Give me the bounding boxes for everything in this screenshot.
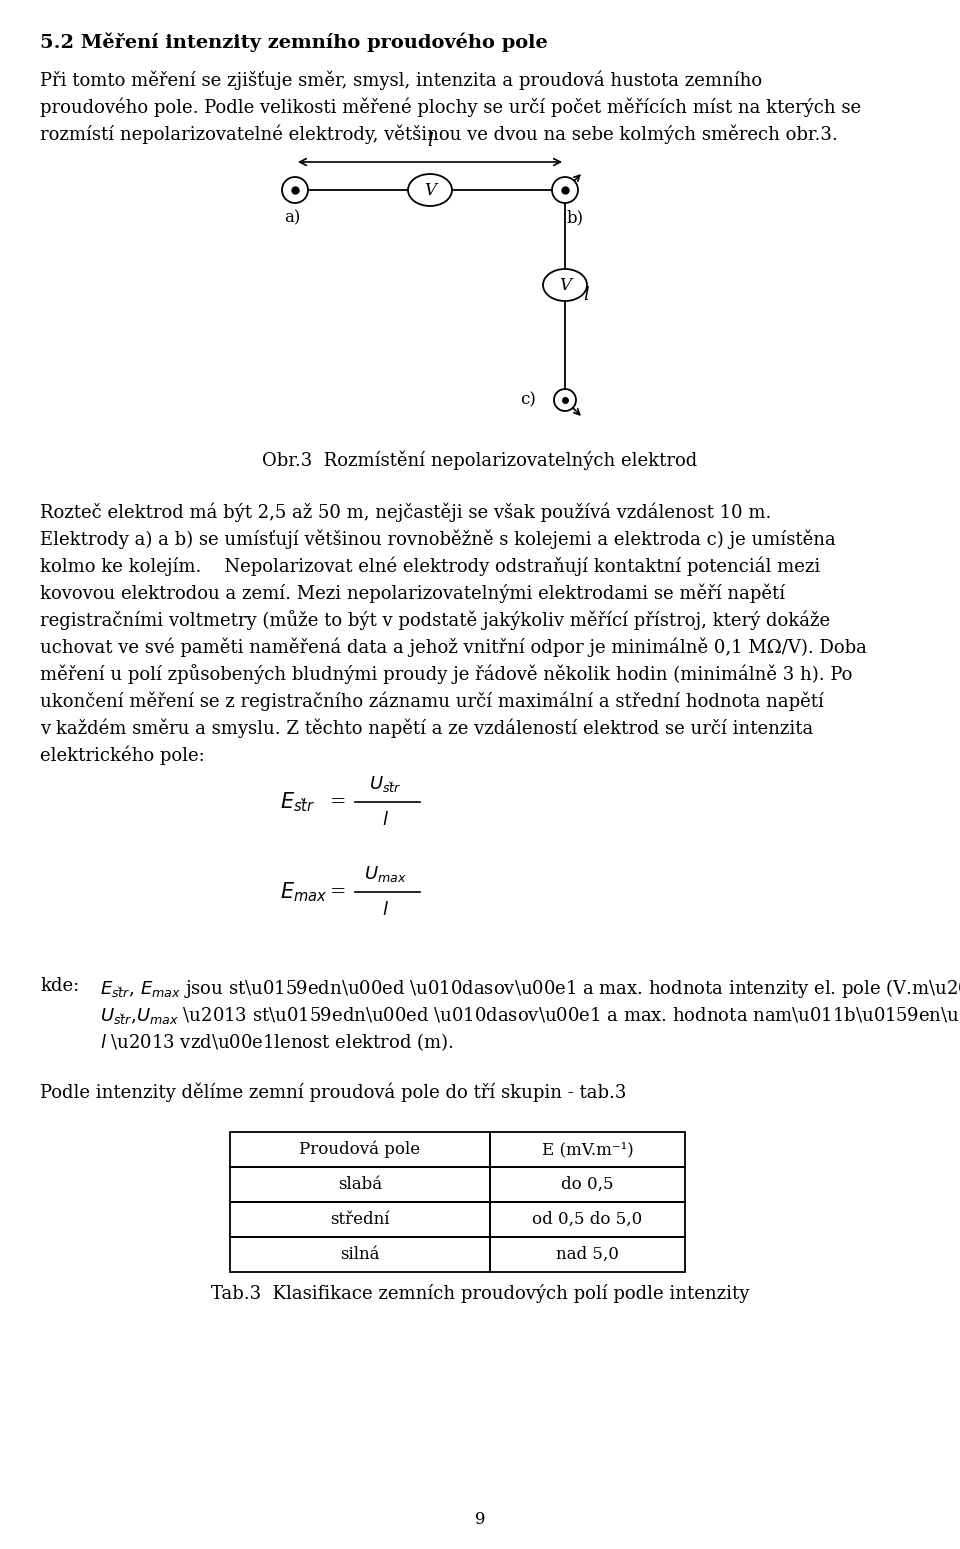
Text: Podle intenzity dělíme zemní proudová pole do tří skupin - tab.3: Podle intenzity dělíme zemní proudová po…: [40, 1083, 626, 1101]
Text: =: =: [330, 883, 347, 902]
Text: uchovat ve své paměti naměřená data a jehož vnitřní odpor je minimálně 0,1 MΩ/V): uchovat ve své paměti naměřená data a je…: [40, 637, 867, 657]
Text: =: =: [330, 793, 347, 812]
Text: do 0,5: do 0,5: [562, 1176, 613, 1193]
Bar: [490, 1132, 685, 1166]
Text: proudového pole. Podle velikosti měřené plochy se určí počet měřících míst na kt: proudového pole. Podle velikosti měřené …: [40, 98, 861, 116]
Text: kovovou elektrodou a zemí. Mezi nepolarizovatelnými elektrodami se měří napětí: kovovou elektrodou a zemí. Mezi nepolari…: [40, 582, 785, 603]
Text: Tab.3  Klasifikace zemních proudových polí podle intenzity: Tab.3 Klasifikace zemních proudových pol…: [211, 1284, 749, 1303]
Text: Proudová pole: Proudová pole: [300, 1140, 420, 1159]
Text: 9: 9: [475, 1510, 485, 1527]
Text: $U_{max}$: $U_{max}$: [364, 864, 406, 884]
Text: kde:: kde:: [40, 977, 80, 994]
Text: silná: silná: [340, 1245, 380, 1262]
Text: $U_{st\check{r}}$: $U_{st\check{r}}$: [369, 774, 401, 795]
Circle shape: [552, 177, 578, 203]
Text: nad 5,0: nad 5,0: [556, 1245, 619, 1262]
Text: $E_{max}$: $E_{max}$: [280, 880, 327, 903]
Text: Obr.3  Rozmístění nepolarizovatelných elektrod: Obr.3 Rozmístění nepolarizovatelných ele…: [262, 451, 698, 469]
Text: l: l: [427, 132, 433, 150]
Text: V: V: [559, 277, 571, 293]
Ellipse shape: [408, 173, 452, 206]
Text: od 0,5 do 5,0: od 0,5 do 5,0: [533, 1211, 642, 1228]
Bar: [230, 1238, 490, 1272]
Text: $E_{st\check{r}}$: $E_{st\check{r}}$: [280, 790, 315, 813]
Bar: [230, 1132, 490, 1166]
Text: $l$ \u2013 vzd\u00e1lenost elektrod (m).: $l$ \u2013 vzd\u00e1lenost elektrod (m).: [100, 1032, 454, 1053]
Text: $l$: $l$: [381, 902, 389, 919]
Text: $U_{st\check{r}}$,$U_{max}$ \u2013 st\u0159edn\u00ed \u010dasov\u00e1 a max. hod: $U_{st\check{r}}$,$U_{max}$ \u2013 st\u0…: [100, 1004, 960, 1027]
Text: ukončení měření se z registračního záznamu určí maximální a střední hodnota napě: ukončení měření se z registračního zázna…: [40, 691, 824, 711]
Bar: [230, 1202, 490, 1238]
Text: b): b): [567, 209, 584, 226]
Text: c): c): [520, 392, 536, 409]
Text: $l$: $l$: [381, 812, 389, 829]
Text: 5.2 Měření intenzity zemního proudového pole: 5.2 Měření intenzity zemního proudového …: [40, 33, 548, 51]
Bar: [490, 1238, 685, 1272]
Text: měření u polí způsobených bludnými proudy je řádově několik hodin (minimálně 3 h: měření u polí způsobených bludnými proud…: [40, 665, 852, 685]
Text: slabá: slabá: [338, 1176, 382, 1193]
Circle shape: [282, 177, 308, 203]
Text: registračními voltmetry (může to být v podstatě jakýkoliv měřící přístroj, který: registračními voltmetry (může to být v p…: [40, 610, 830, 630]
Text: l: l: [583, 287, 588, 304]
Bar: [230, 1166, 490, 1202]
Text: rozmístí nepolarizovatelné elektrody, většinou ve dvou na sebe kolmých směrech o: rozmístí nepolarizovatelné elektrody, vě…: [40, 124, 838, 144]
Text: $E_{st\check{r}}$, $E_{max}$ jsou st\u0159edn\u00ed \u010dasov\u00e1 a max. hodn: $E_{st\check{r}}$, $E_{max}$ jsou st\u01…: [100, 977, 960, 1001]
Text: v každém směru a smyslu. Z těchto napětí a ze vzdáleností elektrod se určí inten: v každém směru a smyslu. Z těchto napětí…: [40, 719, 813, 737]
Text: střední: střední: [330, 1211, 390, 1228]
Bar: [490, 1166, 685, 1202]
Text: elektrického pole:: elektrického pole:: [40, 745, 204, 765]
Text: V: V: [424, 181, 436, 198]
Bar: [490, 1202, 685, 1238]
Text: kolmo ke kolejím.    Nepolarizovat elné elektrody odstraňují kontaktní potenciál: kolmo ke kolejím. Nepolarizovat elné ele…: [40, 556, 820, 576]
Text: Rozteč elektrod má být 2,5 až 50 m, nejčastěji se však používá vzdálenost 10 m.: Rozteč elektrod má být 2,5 až 50 m, nejč…: [40, 502, 772, 522]
Text: Při tomto měření se zjišťuje směr, smysl, intenzita a proudová hustota zemního: Při tomto měření se zjišťuje směr, smysl…: [40, 70, 762, 90]
Circle shape: [554, 389, 576, 410]
Text: E (mV.m⁻¹): E (mV.m⁻¹): [541, 1142, 634, 1159]
Ellipse shape: [543, 270, 587, 301]
Text: a): a): [284, 209, 300, 226]
Text: Elektrody a) a b) se umísťují většinou rovnoběžně s kolejemi a elektroda c) je u: Elektrody a) a b) se umísťují většinou r…: [40, 530, 836, 548]
